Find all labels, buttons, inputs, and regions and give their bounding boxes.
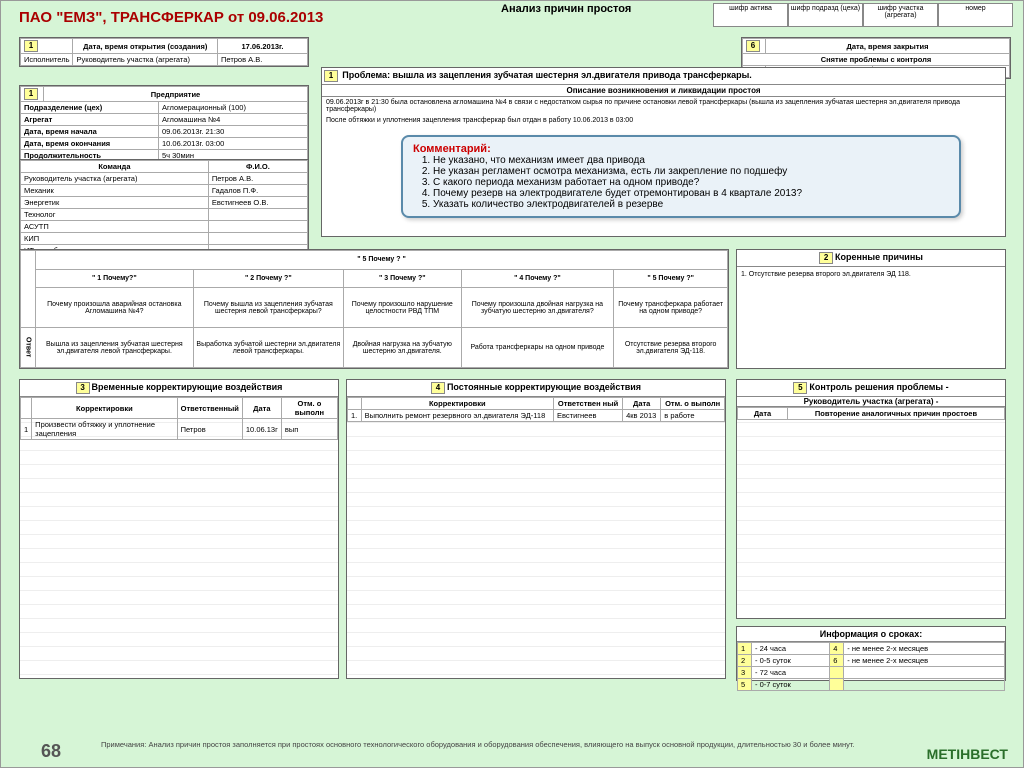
comment-callout: Комментарий: Не указано, что механизм им… <box>401 135 961 218</box>
block-temp-corr: 3Временные корректирующие воздействия Ко… <box>19 379 339 679</box>
problem-text: Проблема: вышла из зацепления зубчатая ш… <box>342 70 752 80</box>
page-number: 68 <box>41 741 61 762</box>
block-control: 5Контроль решения проблемы - Руководител… <box>736 379 1006 619</box>
comment-list: Не указано, что механизм имеет два приво… <box>433 155 949 210</box>
logo: МЕТІНВЕСТ <box>927 746 1008 762</box>
code-boxes: шифр актива шифр подразд (цеха) шифр уча… <box>713 3 1013 27</box>
block-open-date: 1 Дата, время открытия (создания) 17.06.… <box>19 37 309 67</box>
code-cell: шифр актива <box>713 3 788 27</box>
footer-note: Примечания: Анализ причин простоя заполн… <box>101 740 855 749</box>
code-cell: шифр подразд (цеха) <box>788 3 863 27</box>
block-info: Информация о сроках: 1- 24 часа4- не мен… <box>736 626 1006 681</box>
code-cell: номер <box>938 3 1013 27</box>
block-5why: " 5 Почему ? "" 1 Почему?"" 2 Почему ?""… <box>19 249 729 369</box>
block-perm-corr: 4Постоянные корректирующие воздействия К… <box>346 379 726 679</box>
analysis-header: Анализ причин простоя <box>501 3 631 15</box>
block-root: 2Коренные причины 1. Отсутствие резерва … <box>736 249 1006 369</box>
code-cell: шифр участка (агрегата) <box>863 3 938 27</box>
block-team: КомандаФ.И.О.Руководитель участка (агрег… <box>19 159 309 258</box>
document-page: ПАО "ЕМЗ", ТРАНСФЕРКАР от 09.06.2013 Ана… <box>0 0 1024 768</box>
main-title: ПАО "ЕМЗ", ТРАНСФЕРКАР от 09.06.2013 <box>19 9 323 26</box>
block-enterprise: 1ПредприятиеПодразделение (цех)Агломерац… <box>19 85 309 163</box>
